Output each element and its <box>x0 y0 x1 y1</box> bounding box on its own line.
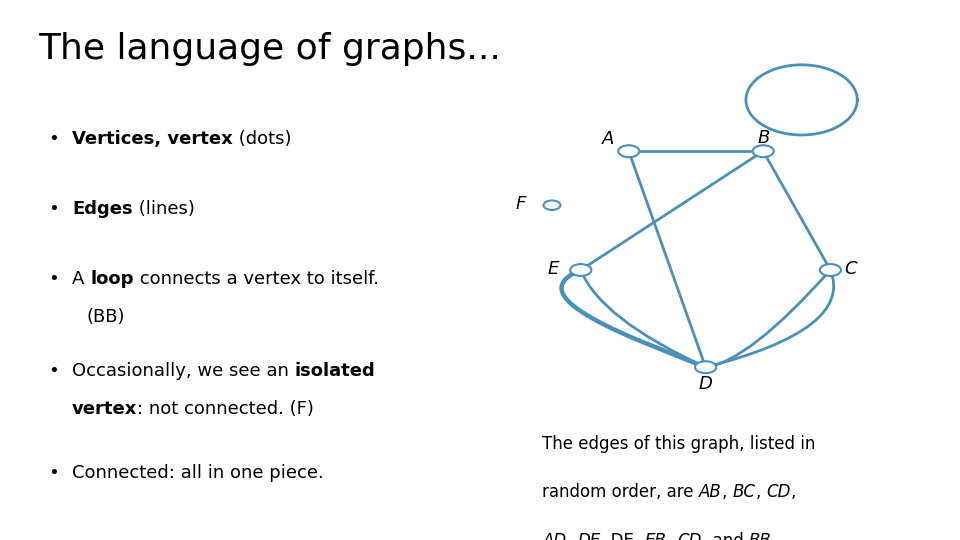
Text: : not connected. (F): : not connected. (F) <box>137 400 314 417</box>
Text: vertex: vertex <box>72 400 137 417</box>
Circle shape <box>695 361 716 373</box>
Text: Edges: Edges <box>72 200 132 218</box>
Text: connects a vertex to itself.: connects a vertex to itself. <box>133 270 378 288</box>
Text: $\mathit{C}$: $\mathit{C}$ <box>844 260 859 278</box>
Text: (BB): (BB) <box>86 308 125 326</box>
Text: Connected: all in one piece.: Connected: all in one piece. <box>72 464 324 482</box>
Circle shape <box>753 145 774 157</box>
Text: $\mathit{E}$: $\mathit{E}$ <box>547 260 561 278</box>
Circle shape <box>570 264 591 276</box>
Text: CD: CD <box>766 483 790 501</box>
Text: ,: , <box>667 532 678 540</box>
Text: ,: , <box>566 532 577 540</box>
Text: ,: , <box>756 483 766 501</box>
Text: Vertices, vertex: Vertices, vertex <box>72 130 232 147</box>
Text: (lines): (lines) <box>132 200 195 218</box>
Text: ,: , <box>722 483 732 501</box>
Text: •: • <box>48 464 59 482</box>
Text: AD: AD <box>542 532 566 540</box>
Text: •: • <box>48 362 59 380</box>
Circle shape <box>820 264 841 276</box>
Text: EB: EB <box>645 532 667 540</box>
Text: •: • <box>48 200 59 218</box>
Text: •: • <box>48 270 59 288</box>
Text: $\mathit{B}$: $\mathit{B}$ <box>756 129 770 147</box>
Text: , DE,: , DE, <box>600 532 645 540</box>
Text: $\mathit{F}$: $\mathit{F}$ <box>515 195 528 213</box>
Circle shape <box>543 200 561 210</box>
Text: loop: loop <box>90 270 133 288</box>
Text: A: A <box>72 270 90 288</box>
Text: ,: , <box>790 483 796 501</box>
Text: random order, are: random order, are <box>542 483 699 501</box>
Text: CD: CD <box>678 532 702 540</box>
Text: BB: BB <box>749 532 772 540</box>
Text: $\mathit{D}$: $\mathit{D}$ <box>698 375 713 394</box>
Circle shape <box>618 145 639 157</box>
Text: isolated: isolated <box>295 362 375 380</box>
Text: .: . <box>772 532 777 540</box>
Text: Occasionally, we see an: Occasionally, we see an <box>72 362 295 380</box>
Text: $\mathit{A}$: $\mathit{A}$ <box>601 130 614 148</box>
Text: The language of graphs...: The language of graphs... <box>38 32 501 66</box>
Text: DE: DE <box>577 532 600 540</box>
Text: The edges of this graph, listed in: The edges of this graph, listed in <box>542 435 816 453</box>
Text: •: • <box>48 130 59 147</box>
Text: (dots): (dots) <box>232 130 291 147</box>
Text: BC: BC <box>732 483 756 501</box>
Text: , and: , and <box>702 532 749 540</box>
Text: AB: AB <box>699 483 722 501</box>
